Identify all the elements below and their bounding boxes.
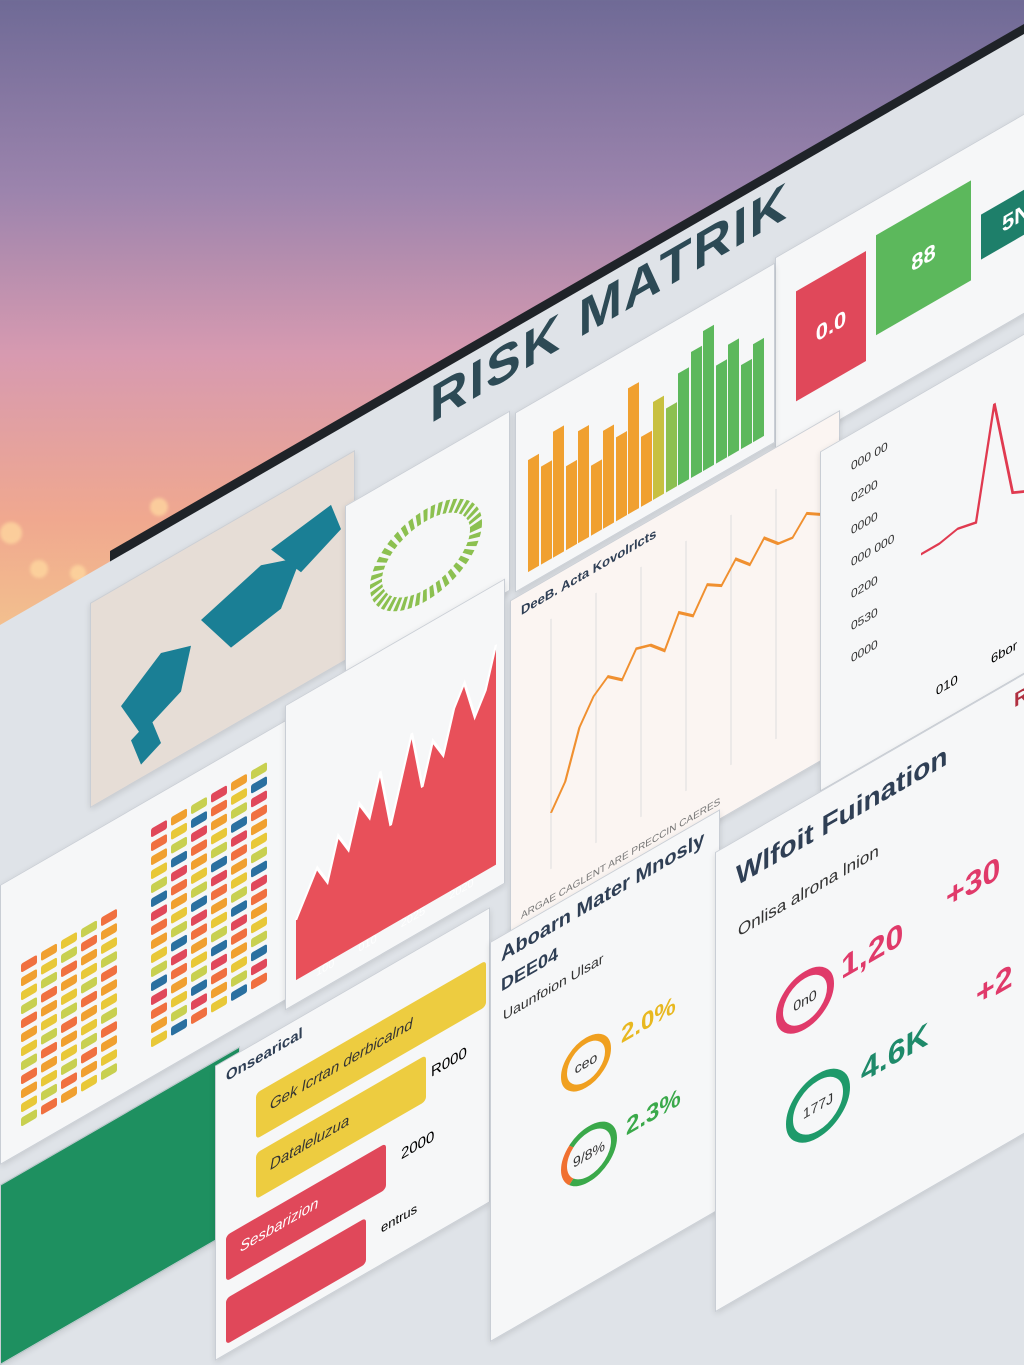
- bar: [553, 425, 564, 558]
- kpi-ring: 177J: [786, 1055, 850, 1157]
- bar: [528, 453, 539, 573]
- area-series: [294, 644, 498, 921]
- right-line-chart: [921, 402, 1024, 556]
- bar: [578, 424, 589, 544]
- bar: [628, 382, 639, 515]
- y-tick: 0530: [851, 604, 878, 634]
- ring-chart: [370, 498, 482, 612]
- donut-panel-top: [345, 410, 510, 686]
- hbar-value: entrus: [381, 1200, 418, 1237]
- y-tick: 0200: [851, 572, 878, 602]
- bar: [540, 460, 552, 565]
- bokeh-light: [150, 498, 168, 516]
- world-map: [121, 504, 341, 765]
- bar: [690, 345, 702, 479]
- donut-value: 2.0%: [621, 990, 676, 1050]
- bar: [653, 395, 664, 500]
- donut-ring: ceo: [561, 1023, 611, 1103]
- hbar-value: R000: [431, 1043, 467, 1082]
- bar: [590, 459, 602, 537]
- bar: [728, 338, 739, 457]
- kpi-value: 4.6K: [861, 1014, 929, 1090]
- risk-tile-red: 0.0: [796, 251, 866, 402]
- bokeh-light: [0, 522, 22, 544]
- bar: [615, 431, 627, 522]
- kpi-value: 1,20: [841, 914, 904, 987]
- bokeh-light: [70, 565, 86, 581]
- right-line-panel: 000 00 0200 0000 000 000 0200 0530 0000 …: [820, 324, 1024, 792]
- dashboard-screen: RISK MATRIK 0.0 88 5N 100 010 2025 2020 …: [0, 10, 1024, 1365]
- bar: [753, 337, 764, 443]
- bar: [740, 359, 752, 450]
- bar: [603, 424, 614, 529]
- donut-ring: 9/8%: [561, 1109, 617, 1199]
- orange-series-line: [549, 511, 822, 813]
- risk-tile-green: 88: [876, 180, 971, 336]
- area-chart: [294, 644, 498, 981]
- world-map-panel: [90, 450, 355, 809]
- risk-tile-teal: 5N: [981, 174, 1024, 260]
- bar: [715, 359, 727, 464]
- bar: [665, 402, 677, 493]
- y-tick: 0200: [851, 476, 878, 506]
- area-chart-panel: 100 010 2025 2020: [285, 578, 505, 1011]
- bokeh-light: [30, 560, 48, 578]
- donut-value: 2.3%: [626, 1082, 681, 1142]
- bar: [678, 367, 689, 486]
- kpi-delta: +2: [976, 956, 1013, 1014]
- area-series-fill: [296, 644, 496, 981]
- bar: [703, 324, 714, 472]
- kpi-delta: +30: [946, 848, 1001, 916]
- kpi-ring: 0n0: [776, 954, 834, 1046]
- bar: [565, 460, 577, 551]
- y-tick: 0000: [851, 508, 878, 538]
- hbar-value: 2000: [401, 1127, 435, 1164]
- bar: [640, 430, 652, 508]
- y-tick: 000 000: [851, 530, 895, 570]
- red-series-line: [921, 402, 1024, 556]
